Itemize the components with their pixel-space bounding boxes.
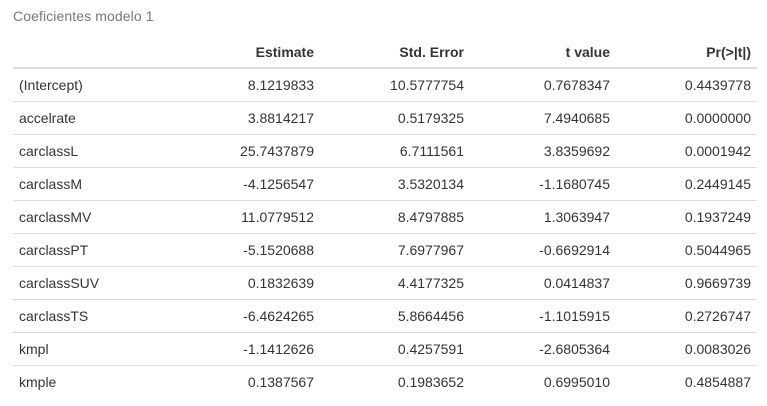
std-error-cell: 3.5320134	[320, 166, 470, 200]
p-value-cell: 0.4439778	[684, 76, 751, 93]
p-value-cell: 0.1937249	[616, 199, 757, 233]
t-value-cell: -1.1015915	[470, 298, 616, 332]
header-estimate: Estimate	[158, 36, 320, 69]
term-cell: (Intercept)	[19, 76, 83, 93]
table-row: kmple 0.1387567 0.1983652 0.6995010 0.48…	[13, 364, 757, 398]
header-std-error: Std. Error	[320, 36, 470, 69]
term-cell: carclassSUV	[13, 265, 158, 299]
term-cell: carclassM	[13, 166, 158, 200]
term-cell: kmpl	[13, 331, 158, 365]
coefficients-table: Estimate Std. Error t value Pr(>|t|) (In…	[13, 36, 757, 398]
p-value-cell: 0.0083026	[616, 331, 757, 365]
term-cell: carclassL	[13, 133, 158, 167]
term-cell: carclassTS	[13, 298, 158, 332]
std-error-cell: 10.5777754	[390, 76, 464, 93]
t-value-cell: 3.8359692	[470, 133, 616, 167]
std-error-cell: 0.5179325	[320, 100, 470, 134]
t-value-cell: -1.1680745	[470, 166, 616, 200]
t-value-cell: -0.6692914	[470, 232, 616, 266]
t-value-cell: 7.4940685	[470, 100, 616, 134]
std-error-cell: 5.8664456	[320, 298, 470, 332]
std-error-cell: 0.1983652	[320, 364, 470, 398]
t-value-cell: 0.0414837	[470, 265, 616, 299]
header-t-value: t value	[470, 36, 616, 69]
table-row: carclassL 25.7437879 6.7111561 3.8359692…	[13, 133, 757, 167]
term-cell: kmple	[13, 364, 158, 398]
estimate-cell: 25.7437879	[158, 133, 320, 167]
estimate-cell: 0.1387567	[158, 364, 320, 398]
std-error-cell: 7.6977967	[320, 232, 470, 266]
table-header-row: Estimate Std. Error t value Pr(>|t|)	[13, 36, 757, 69]
header-p-value: Pr(>|t|)	[616, 36, 757, 69]
p-value-cell: 0.0001942	[616, 133, 757, 167]
p-value-cell: 0.5044965	[616, 232, 757, 266]
estimate-cell: -6.4624265	[158, 298, 320, 332]
estimate-cell: -1.1412626	[158, 331, 320, 365]
table-row: carclassM -4.1256547 3.5320134 -1.168074…	[13, 166, 757, 200]
estimate-cell: 8.1219833	[247, 76, 314, 93]
table-row: (Intercept) 8.1219833 10.5777754 0.76783…	[13, 68, 757, 101]
std-error-cell: 8.4797885	[320, 199, 470, 233]
t-value-cell: 0.7678347	[543, 76, 610, 93]
term-cell: carclassPT	[13, 232, 158, 266]
std-error-cell: 4.4177325	[320, 265, 470, 299]
t-value-cell: 1.3063947	[470, 199, 616, 233]
estimate-cell: 11.0779512	[158, 199, 320, 233]
t-value-cell: 0.6995010	[470, 364, 616, 398]
table-row: carclassPT -5.1520688 7.6977967 -0.66929…	[13, 232, 757, 266]
table-row: carclassTS -6.4624265 5.8664456 -1.10159…	[13, 298, 757, 332]
p-value-cell: 0.4854887	[616, 364, 757, 398]
table-row: accelrate 3.8814217 0.5179325 7.4940685 …	[13, 100, 757, 134]
std-error-cell: 0.4257591	[320, 331, 470, 365]
estimate-cell: -5.1520688	[158, 232, 320, 266]
estimate-cell: 0.1832639	[158, 265, 320, 299]
table-caption: Coeficientes modelo 1	[13, 8, 154, 24]
estimate-cell: 3.8814217	[158, 100, 320, 134]
t-value-cell: -2.6805364	[470, 331, 616, 365]
table-row: carclassMV 11.0779512 8.4797885 1.306394…	[13, 199, 757, 233]
std-error-cell: 6.7111561	[320, 133, 470, 167]
term-cell: carclassMV	[13, 199, 158, 233]
table-row: kmpl -1.1412626 0.4257591 -2.6805364 0.0…	[13, 331, 757, 365]
estimate-cell: -4.1256547	[158, 166, 320, 200]
header-term	[13, 36, 158, 69]
term-cell: accelrate	[13, 100, 158, 134]
table-row: carclassSUV 0.1832639 4.4177325 0.041483…	[13, 265, 757, 299]
p-value-cell: 0.2726747	[616, 298, 757, 332]
p-value-cell: 0.0000000	[616, 100, 757, 134]
p-value-cell: 0.9669739	[616, 265, 757, 299]
p-value-cell: 0.2449145	[616, 166, 757, 200]
